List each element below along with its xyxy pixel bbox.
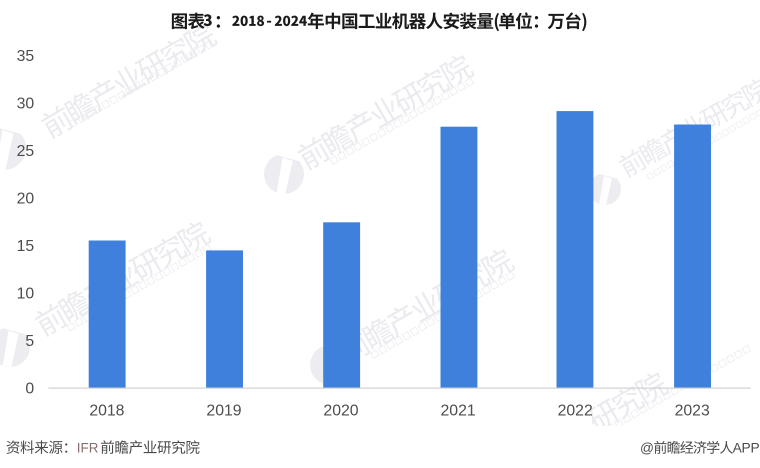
svg-text:2021: 2021 (441, 403, 476, 420)
svg-text:35: 35 (17, 48, 35, 65)
svg-text:2018: 2018 (89, 403, 124, 420)
svg-text:APP: APP (733, 441, 760, 456)
svg-text:2020: 2020 (323, 403, 358, 420)
svg-text:15: 15 (17, 238, 35, 255)
svg-text:5: 5 (25, 333, 34, 350)
svg-text:2023: 2023 (675, 403, 710, 420)
svg-text:2022: 2022 (558, 403, 593, 420)
svg-text:@: @ (640, 441, 654, 456)
svg-text:30: 30 (17, 96, 35, 113)
svg-text:IFR: IFR (77, 441, 99, 456)
svg-text:20: 20 (17, 191, 35, 208)
svg-text:2019: 2019 (206, 403, 241, 420)
svg-text:10: 10 (17, 286, 35, 303)
svg-text:0: 0 (25, 381, 34, 398)
svg-text:25: 25 (17, 143, 35, 160)
